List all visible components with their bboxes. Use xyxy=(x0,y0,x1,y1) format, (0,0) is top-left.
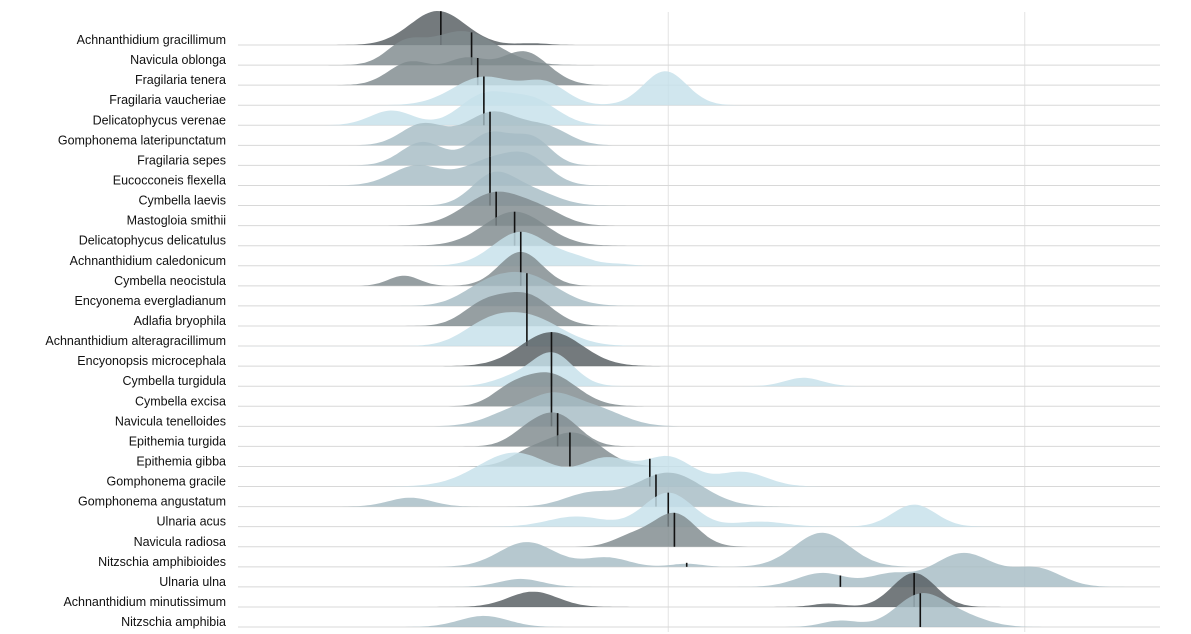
species-label: Adlafia bryophila xyxy=(134,314,226,328)
species-label: Encyonema evergladianum xyxy=(75,294,226,308)
species-label: Cymbella neocistula xyxy=(114,274,226,288)
species-label: Ulnaria acus xyxy=(157,515,226,529)
species-label: Fragilaria tenera xyxy=(135,73,226,87)
density-ridge-gomphonema-angustatum xyxy=(238,472,1160,507)
species-label: Encyonopsis microcephala xyxy=(77,354,226,368)
species-label: Epithemia turgida xyxy=(129,434,226,448)
density-ridge-epithemia-gibba xyxy=(238,432,1160,467)
density-ridge-gomphonema-gracile xyxy=(238,452,1160,487)
density-ridge-cymbella-excisa xyxy=(238,372,1160,407)
density-ridge-mastogloia-smithii xyxy=(238,191,1160,226)
species-label: Gomphonema gracile xyxy=(106,475,226,489)
species-label: Navicula oblonga xyxy=(130,53,226,67)
species-label: Eucocconeis flexella xyxy=(113,173,226,187)
density-ridge-fragilaria-vaucheriae xyxy=(238,71,1160,106)
species-label: Achnanthidium alteragracillimum xyxy=(45,334,226,348)
species-label: Delicatophycus delicatulus xyxy=(79,234,226,248)
species-label: Gomphonema lateripunctatum xyxy=(58,133,226,147)
density-ridge-navicula-radiosa xyxy=(238,512,1160,547)
species-label: Nitzschia amphibia xyxy=(121,615,226,629)
species-label: Gomphonema angustatum xyxy=(78,495,226,509)
density-ridge-delicatophycus-delicatulus xyxy=(238,211,1160,246)
density-ridge-ulnaria-ulna xyxy=(238,552,1160,587)
species-label: Fragilaria vaucheriae xyxy=(109,93,226,107)
density-ridge-gomphonema-lateripunctatum xyxy=(238,111,1160,146)
density-ridge-ulnaria-acus xyxy=(238,492,1160,527)
density-ridges xyxy=(238,11,1160,628)
density-ridge-encyonopsis-microcephala xyxy=(238,332,1160,367)
density-ridge-eucocconeis-flexella xyxy=(238,151,1160,186)
density-ridge-cymbella-laevis xyxy=(238,171,1160,206)
density-ridge-achnanthidium-gracillimum xyxy=(238,11,1160,45)
species-label: Mastogloia smithii xyxy=(127,214,226,228)
density-ridge-cymbella-neocistula xyxy=(238,251,1160,286)
species-label: Nitzschia amphibioides xyxy=(98,555,226,569)
density-ridge-encyonema-evergladianum xyxy=(238,271,1160,306)
density-ridge-cymbella-turgidula xyxy=(238,352,1160,387)
species-labels: Achnanthidium gracillimum Navicula oblong… xyxy=(45,33,226,629)
species-label: Cymbella turgidula xyxy=(122,374,226,388)
density-ridge-delicatophycus-verenae xyxy=(238,91,1160,126)
species-label: Navicula tenelloides xyxy=(115,414,226,428)
density-ridge-navicula-tenelloides xyxy=(238,392,1160,427)
species-label: Delicatophycus verenae xyxy=(93,113,226,127)
density-ridge-fragilaria-sepes xyxy=(238,131,1160,166)
species-label: Achnanthidium minutissimum xyxy=(63,595,226,609)
species-label: Ulnaria ulna xyxy=(159,575,226,589)
density-ridge-achnanthidium-caledonicum xyxy=(238,231,1160,266)
density-ridge-navicula-oblonga xyxy=(238,31,1160,66)
species-label: Fragilaria sepes xyxy=(137,153,226,167)
species-label: Achnanthidium caledonicum xyxy=(70,254,226,268)
species-label: Navicula radiosa xyxy=(134,535,226,549)
species-label: Cymbella excisa xyxy=(135,394,226,408)
density-ridge-adlafia-bryophila xyxy=(238,292,1160,326)
density-ridge-fragilaria-tenera xyxy=(238,51,1160,86)
species-label: Achnanthidium gracillimum xyxy=(77,33,226,47)
density-ridge-achnanthidium-alteragracillimum xyxy=(238,312,1160,347)
density-ridge-epithemia-turgida xyxy=(238,412,1160,447)
species-label: Cymbella laevis xyxy=(138,194,226,208)
species-label: Epithemia gibba xyxy=(136,454,226,468)
density-ridge-nitzschia-amphibia xyxy=(238,593,1160,627)
